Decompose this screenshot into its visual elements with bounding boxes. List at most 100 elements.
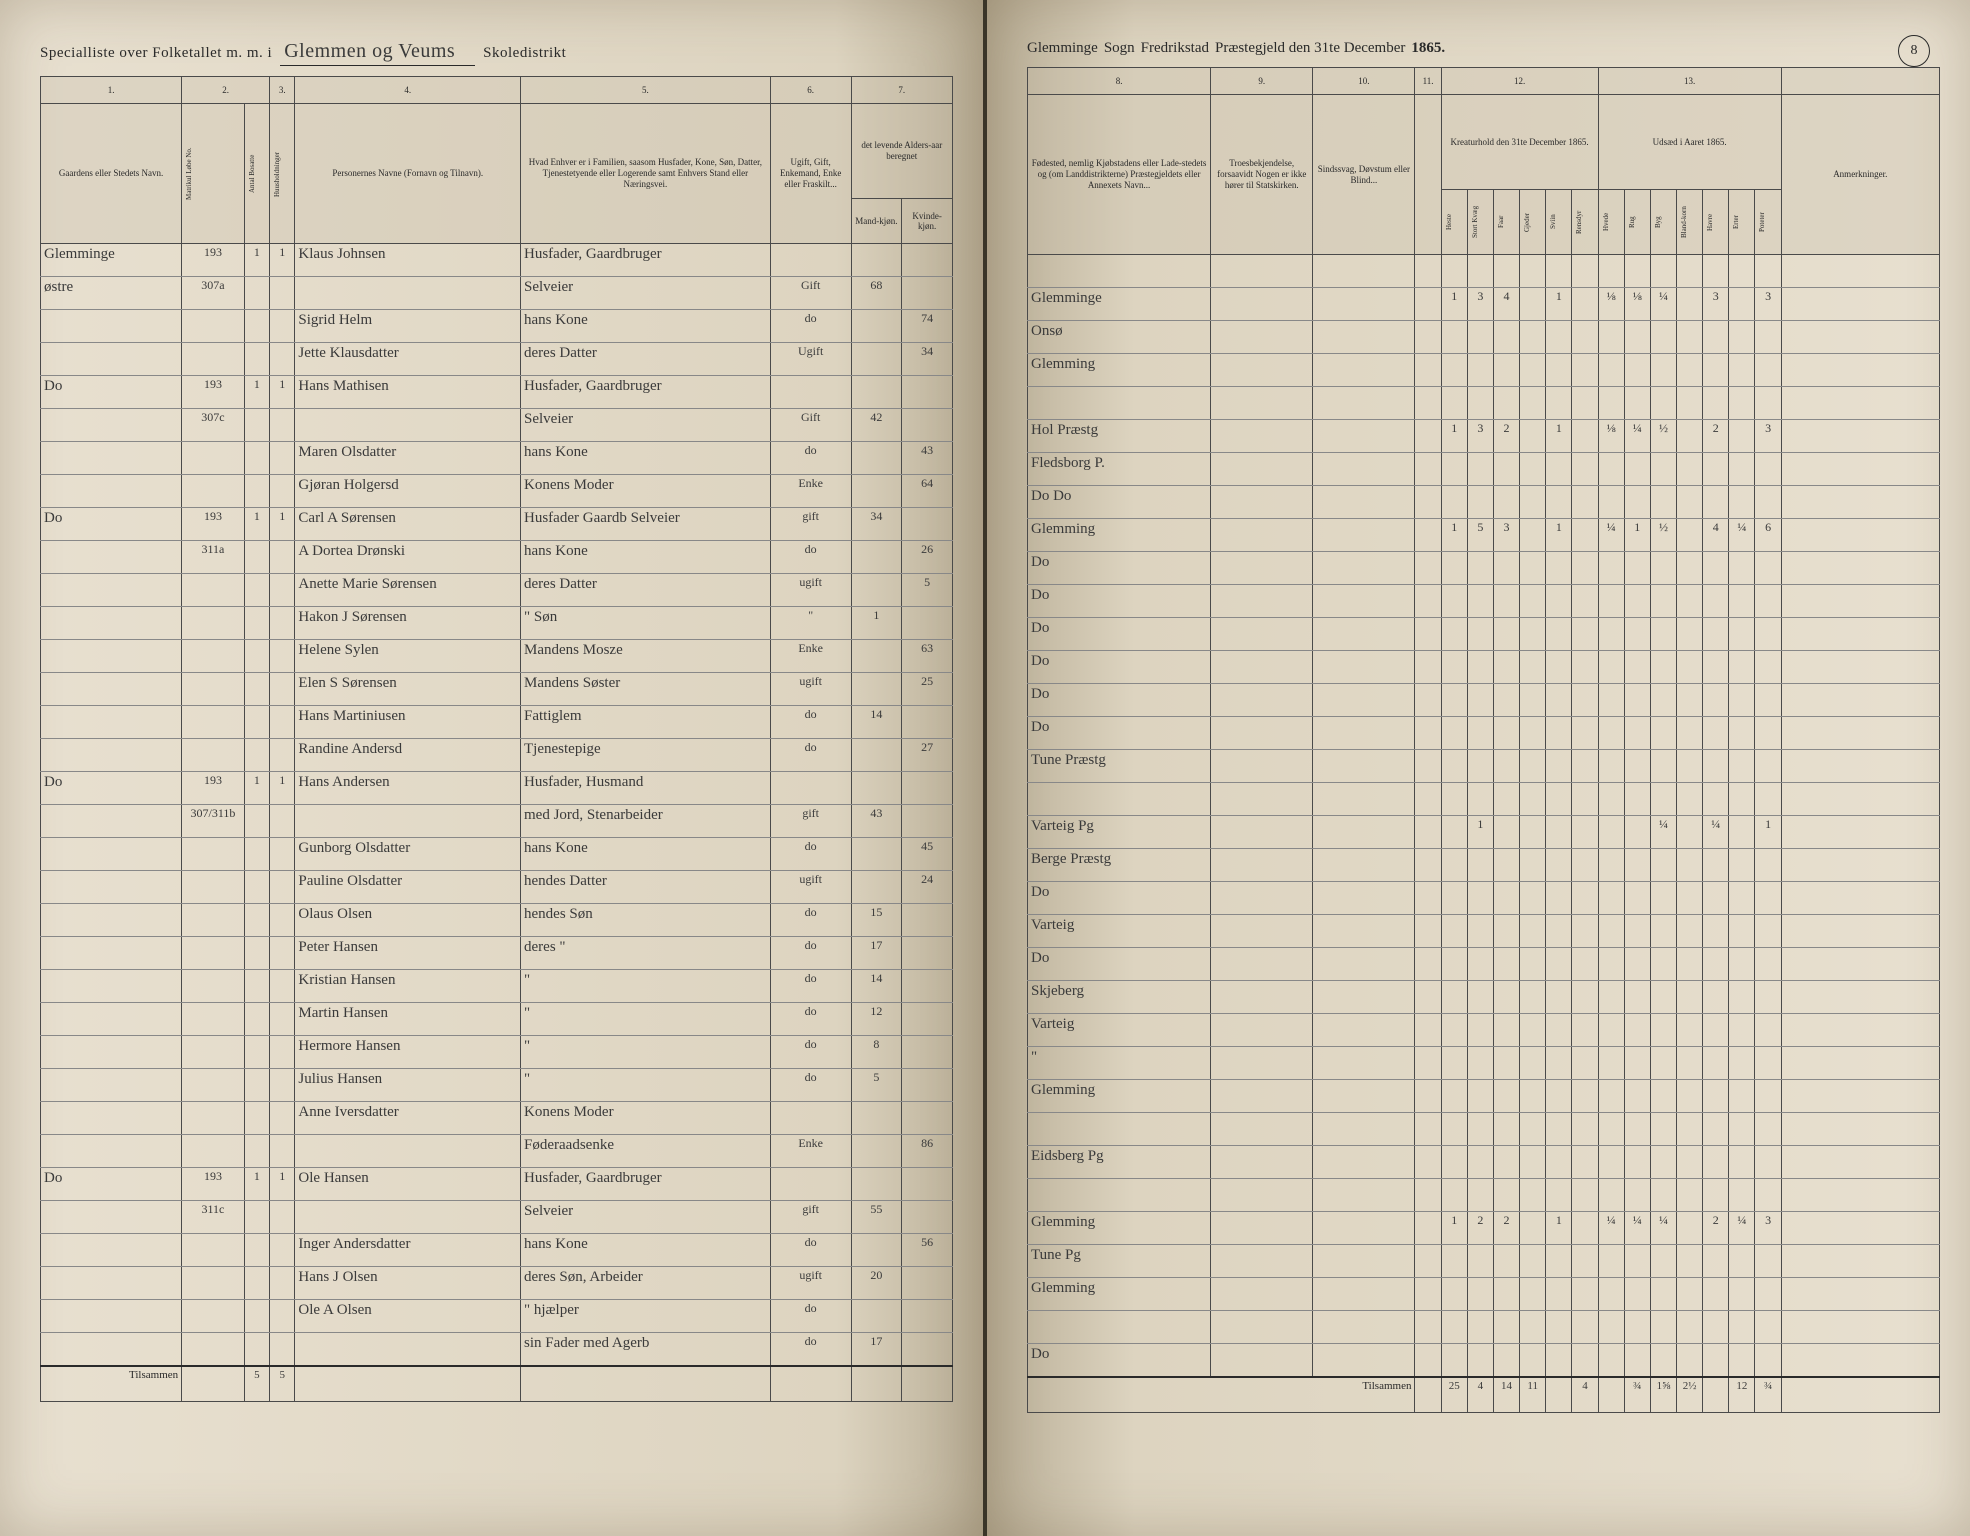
cell-livestock [1520, 618, 1546, 651]
cell-role: Selveier [521, 277, 771, 310]
cell-empty [1211, 1344, 1313, 1378]
census-row: Peter Hansenderes "do17 [41, 937, 953, 970]
deanery-name: Fredrikstad [1141, 40, 1209, 57]
cell-seed [1755, 684, 1781, 717]
cell-seed [1729, 1014, 1755, 1047]
census-row: Gunborg Olsdatterhans Konedo45 [41, 838, 953, 871]
livestock-header: Heste [1441, 190, 1467, 255]
cell-m: 8 [851, 1036, 902, 1069]
cell-seed [1650, 849, 1676, 882]
cell-seed [1624, 651, 1650, 684]
cell-role: hans Kone [521, 541, 771, 574]
cell-livestock [1467, 453, 1493, 486]
cell-seed [1598, 1245, 1624, 1278]
cell-livestock: 1 [1546, 288, 1572, 321]
cell-empty [1415, 552, 1441, 585]
cell-seed [1755, 1146, 1781, 1179]
cell-livestock [1441, 816, 1467, 849]
cell-k: 25 [902, 673, 953, 706]
cell-livestock [1441, 948, 1467, 981]
cell-empty [1211, 783, 1313, 816]
cell-birthplace: Do [1028, 948, 1211, 981]
census-row-right: Tune Præstg [1028, 750, 1940, 783]
cell-hb [244, 1267, 269, 1300]
col-10-label: Sindssvag, Døvstum eller Blind... [1313, 95, 1415, 255]
cell-livestock [1441, 618, 1467, 651]
cell-empty [1211, 1146, 1313, 1179]
cell-empty [1415, 585, 1441, 618]
cell-m [851, 475, 902, 508]
cell-m [851, 1168, 902, 1201]
cell-seed: ½ [1650, 519, 1676, 552]
cell-empty [1313, 684, 1415, 717]
cell-livestock [1467, 585, 1493, 618]
cell-name: Klaus Johnsen [295, 244, 521, 277]
cell-seed [1650, 1179, 1676, 1212]
cell-livestock [1441, 453, 1467, 486]
census-row-right: Glemming [1028, 1278, 1940, 1311]
cell-seed [1703, 651, 1729, 684]
cell-mat [182, 343, 245, 376]
cell-seed [1598, 651, 1624, 684]
sum-cell: ¾ [1755, 1377, 1781, 1413]
cell-name: Randine Andersd [295, 739, 521, 772]
cell-empty [1415, 387, 1441, 420]
cell-mat [182, 1135, 245, 1168]
cell-birthplace: Glemminge [1028, 288, 1211, 321]
cell-seed [1729, 783, 1755, 816]
cell-m [851, 673, 902, 706]
cell-livestock [1441, 915, 1467, 948]
cell-name [295, 277, 521, 310]
cell-seed [1729, 1113, 1755, 1146]
cell-empty [1415, 486, 1441, 519]
cell-livestock [1467, 321, 1493, 354]
cell-status: do [770, 442, 851, 475]
cell-hb [244, 1102, 269, 1135]
census-row-right: Glemming [1028, 1080, 1940, 1113]
header-suffix: Skoledistrikt [483, 45, 566, 62]
cell-k [902, 1102, 953, 1135]
cell-seed [1755, 1278, 1781, 1311]
cell-seed [1677, 354, 1703, 387]
cell-hb [244, 277, 269, 310]
cell-k: 74 [902, 310, 953, 343]
cell-seed [1755, 915, 1781, 948]
cell-m [851, 310, 902, 343]
cell-m [851, 343, 902, 376]
col-11-num: 11. [1415, 68, 1441, 95]
cell-remarks [1781, 486, 1939, 519]
cell-hh [270, 838, 295, 871]
cell-m: 20 [851, 1267, 902, 1300]
cell-seed [1650, 915, 1676, 948]
cell-empty [1211, 387, 1313, 420]
census-row-right: Do [1028, 651, 1940, 684]
cell-seed [1755, 1344, 1781, 1378]
cell-seed: ¼ [1729, 519, 1755, 552]
cell-mat [182, 970, 245, 1003]
cell-place [41, 310, 182, 343]
cell-seed [1677, 1113, 1703, 1146]
col-8-num: 8. [1028, 68, 1211, 95]
cell-seed [1729, 717, 1755, 750]
col-5-label: Hvad Enhver er i Familien, saasom Husfad… [521, 104, 771, 244]
cell-name: A Dortea Drønski [295, 541, 521, 574]
cell-seed [1703, 684, 1729, 717]
cell-mat [182, 1102, 245, 1135]
seed-header: Poteter [1755, 190, 1781, 255]
cell-seed [1677, 717, 1703, 750]
cell-empty [1211, 1080, 1313, 1113]
cell-seed [1755, 585, 1781, 618]
cell-livestock [1520, 1047, 1546, 1080]
cell-m [851, 772, 902, 805]
header-prefix: Specialliste over Folketallet m. m. i [40, 45, 272, 62]
page-number-badge: 8 [1898, 35, 1930, 67]
col-7b-label: Kvinde-kjøn. [902, 199, 953, 244]
cell-seed [1755, 1113, 1781, 1146]
cell-k [902, 904, 953, 937]
cell-livestock [1520, 321, 1546, 354]
cell-remarks [1781, 948, 1939, 981]
cell-mat: 307a [182, 277, 245, 310]
cell-m [851, 376, 902, 409]
cell-livestock [1441, 651, 1467, 684]
col-7a-label: Mand-kjøn. [851, 199, 902, 244]
